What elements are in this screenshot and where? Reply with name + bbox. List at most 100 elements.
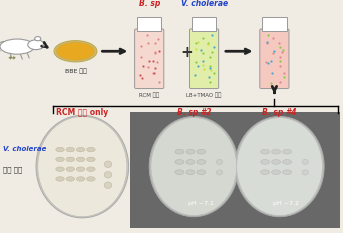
Point — [151, 72, 156, 75]
Ellipse shape — [66, 177, 74, 181]
Point — [200, 51, 206, 55]
Ellipse shape — [261, 149, 270, 154]
Ellipse shape — [175, 160, 184, 164]
Point — [152, 50, 158, 54]
Point — [205, 41, 211, 45]
Ellipse shape — [175, 149, 184, 154]
Ellipse shape — [76, 147, 85, 152]
Point — [207, 66, 213, 70]
Ellipse shape — [87, 167, 95, 171]
Point — [270, 36, 276, 39]
Ellipse shape — [28, 40, 44, 50]
Ellipse shape — [76, 177, 85, 181]
Point — [152, 66, 158, 70]
Ellipse shape — [104, 161, 112, 168]
Text: V. cholerae: V. cholerae — [3, 146, 47, 152]
Point — [144, 33, 149, 37]
Text: RCM 배지: RCM 배지 — [139, 92, 159, 98]
Text: ✦✦: ✦✦ — [8, 56, 16, 61]
Point — [200, 63, 205, 67]
Point — [264, 41, 269, 45]
Point — [207, 75, 212, 79]
Ellipse shape — [302, 170, 308, 175]
Point — [209, 50, 214, 54]
Text: B. sp: B. sp — [139, 0, 160, 8]
Point — [271, 51, 276, 55]
Point — [265, 34, 271, 37]
Text: +: + — [180, 45, 193, 60]
Text: pH ~7.1: pH ~7.1 — [188, 201, 214, 206]
Ellipse shape — [272, 170, 281, 175]
Point — [196, 41, 201, 44]
Bar — [262, 17, 287, 31]
Point — [263, 60, 269, 64]
Ellipse shape — [149, 116, 238, 217]
Ellipse shape — [186, 149, 195, 154]
Point — [150, 59, 156, 62]
Point — [193, 41, 199, 45]
Text: BBE 배지: BBE 배지 — [64, 69, 86, 74]
Ellipse shape — [66, 167, 74, 171]
Point — [152, 41, 157, 45]
Ellipse shape — [87, 157, 95, 162]
Point — [207, 64, 213, 68]
Ellipse shape — [175, 170, 184, 175]
Ellipse shape — [197, 149, 206, 154]
Point — [207, 80, 213, 84]
Ellipse shape — [87, 147, 95, 152]
Point — [154, 60, 159, 64]
Point — [156, 49, 162, 53]
Ellipse shape — [76, 157, 85, 162]
Ellipse shape — [261, 160, 270, 164]
Point — [145, 41, 151, 45]
Point — [198, 48, 204, 52]
Point — [193, 47, 199, 51]
Point — [277, 55, 283, 58]
Point — [277, 80, 283, 84]
FancyBboxPatch shape — [130, 112, 340, 228]
Point — [269, 72, 274, 75]
Text: pH ~7.2: pH ~7.2 — [273, 201, 299, 206]
Ellipse shape — [261, 170, 270, 175]
Text: LB+TMAO 배지: LB+TMAO 배지 — [186, 92, 222, 98]
Ellipse shape — [56, 167, 64, 171]
Point — [264, 41, 269, 44]
Point — [269, 81, 274, 85]
Ellipse shape — [186, 160, 195, 164]
Ellipse shape — [283, 170, 292, 175]
Ellipse shape — [216, 159, 223, 164]
Point — [207, 55, 212, 58]
Point — [276, 41, 281, 45]
Ellipse shape — [272, 160, 281, 164]
Ellipse shape — [283, 160, 292, 164]
Point — [137, 73, 142, 77]
Ellipse shape — [36, 115, 129, 218]
Point — [277, 45, 283, 49]
Ellipse shape — [235, 116, 324, 217]
Text: B. sp #2: B. sp #2 — [177, 108, 211, 117]
Ellipse shape — [104, 171, 112, 178]
Ellipse shape — [66, 147, 74, 152]
Ellipse shape — [104, 182, 112, 188]
Ellipse shape — [57, 42, 94, 60]
Ellipse shape — [216, 170, 223, 175]
Point — [265, 61, 271, 65]
Ellipse shape — [66, 157, 74, 162]
Point — [211, 72, 217, 75]
Ellipse shape — [0, 39, 34, 54]
FancyBboxPatch shape — [189, 29, 219, 89]
Point — [193, 60, 198, 64]
Ellipse shape — [197, 170, 206, 175]
Point — [139, 76, 145, 80]
Ellipse shape — [54, 41, 97, 62]
FancyBboxPatch shape — [134, 29, 164, 89]
Bar — [192, 17, 216, 31]
Point — [146, 59, 151, 63]
Point — [152, 51, 158, 55]
Ellipse shape — [76, 167, 85, 171]
Ellipse shape — [56, 157, 64, 162]
Point — [156, 80, 162, 84]
Ellipse shape — [38, 116, 127, 217]
Point — [201, 59, 206, 63]
Ellipse shape — [237, 118, 322, 216]
